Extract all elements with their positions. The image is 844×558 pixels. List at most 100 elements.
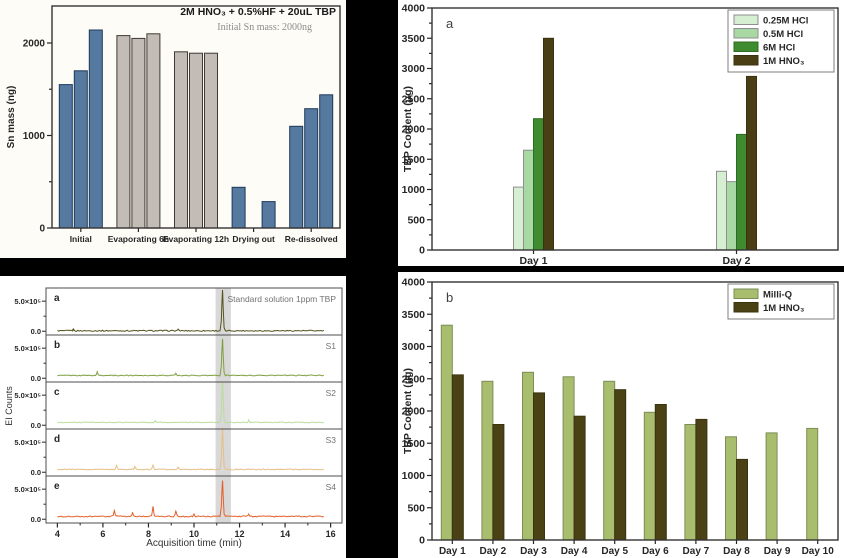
bar [543, 37, 554, 251]
bar [725, 436, 737, 541]
x-category-label: Day 5 [601, 546, 628, 557]
chromatogram-trace [57, 427, 324, 471]
panel-letter: b [446, 290, 453, 305]
bar [174, 51, 188, 229]
bar [716, 170, 727, 251]
bar [726, 181, 737, 251]
y-tick-label: 500 [407, 502, 425, 514]
chromatogram-trace [57, 338, 325, 377]
bar [116, 35, 131, 229]
bar [765, 432, 778, 541]
panel-tbp-days-chart: 0 500 1000 1500 2000 2500 3000 3500 4000 Day 1 Day… [398, 272, 844, 558]
y-tick-label: 1500 [402, 438, 426, 450]
chromatogram-trace [57, 480, 324, 518]
y-tick-label: 0.0 [31, 374, 41, 383]
x-category-label: Evaporating 12h [163, 234, 229, 244]
chromatogram-line-chart: 5.0×10⁵ 0.0 a Standard solution 1ppm TBP 5.0… [14, 287, 343, 539]
panel-letter: e [54, 481, 60, 492]
y-tick-label: 2500 [402, 373, 426, 385]
legend-label: 0.25M HCl [763, 16, 808, 27]
y-tick-label: 3500 [402, 33, 426, 45]
y-tick-label: 5.0×10⁵ [14, 391, 41, 400]
x-category-label: Initial [70, 234, 92, 244]
tbp-acid-bar-chart: 0 500 1000 1500 2000 2500 3000 3500 4000 Day 1 Day… [402, 3, 839, 266]
x-tick-label: 10 [189, 529, 199, 539]
x-category-label: Day 3 [520, 546, 547, 557]
x-tick-label: 16 [326, 529, 336, 539]
panel-sn-mass-chart: 0 1000 2000 Initial Evaporating 6h Evaporatin… [0, 0, 346, 258]
bar [189, 52, 203, 229]
y-tick-label: 0 [39, 224, 45, 235]
y-tick-label: 1000 [23, 131, 46, 142]
legend-swatch [733, 55, 759, 66]
x-tick-label: 12 [235, 529, 245, 539]
y-tick-label: 4000 [402, 277, 426, 289]
bar [451, 374, 464, 541]
bar [73, 70, 88, 229]
x-tick-label: 6 [100, 529, 105, 539]
x-axis-label: Acquisition time (min) [146, 538, 242, 549]
sample-label: Standard solution 1ppm TBP [227, 294, 336, 304]
bar [523, 149, 534, 251]
bar [643, 411, 656, 541]
y-tick-label: 0 [419, 535, 425, 547]
y-tick-label: 0.0 [31, 468, 41, 477]
panel-letter: a [446, 16, 454, 31]
legend-label: 0.5M HCl [763, 29, 803, 40]
x-category-label: Day 8 [723, 546, 750, 557]
y-tick-label: 4000 [402, 3, 426, 15]
y-tick-label: 1000 [402, 470, 426, 482]
bar [614, 389, 627, 541]
panel-chromatograms: 5.0×10⁵ 0.0 a Standard solution 1ppm TBP 5.0… [0, 276, 346, 558]
y-tick-label: 3000 [402, 341, 426, 353]
bar [603, 380, 616, 541]
legend-swatch [733, 14, 759, 25]
x-category-label: Day 2 [480, 546, 507, 557]
y-axis-label: TBP Content (μg) [402, 367, 414, 455]
bar [304, 108, 319, 229]
x-tick-label: 14 [280, 529, 290, 539]
bar [204, 52, 218, 229]
y-tick-label: 0.0 [31, 421, 41, 430]
y-tick-label: 1500 [402, 154, 426, 166]
legend-label: Milli-Q [763, 290, 792, 301]
bar [481, 380, 494, 541]
y-tick-label: 0.0 [31, 327, 41, 336]
bar [533, 392, 545, 541]
bar [562, 376, 575, 541]
y-tick-label: 2000 [402, 124, 426, 136]
bar [261, 201, 276, 229]
bar [289, 125, 304, 229]
y-tick-label: 0 [419, 245, 425, 257]
legend-swatch [733, 41, 759, 52]
sample-label: S4 [326, 482, 337, 492]
legend-label: 1M HNO₃ [763, 303, 804, 314]
x-category-label: Day 1 [439, 546, 466, 557]
bar [492, 424, 505, 541]
sample-label: S1 [326, 341, 337, 351]
bar [736, 458, 748, 541]
x-category-label: Re-dissolved [285, 234, 338, 244]
legend-label: 6M HCl [763, 43, 795, 54]
y-tick-label: 2500 [402, 93, 426, 105]
y-axis-label: TBP Content (μg) [402, 85, 414, 173]
chromatogram-trace [57, 381, 325, 424]
x-category-label: Day 7 [683, 546, 710, 557]
x-category-label: Day 9 [764, 546, 791, 557]
y-tick-label: 5.0×10⁵ [14, 485, 41, 494]
x-tick-label: 4 [55, 529, 60, 539]
y-tick-label: 0.0 [31, 515, 41, 524]
chart-subtitle: Initial Sn mass: 2000ng [217, 22, 312, 33]
y-tick-label: 3500 [402, 309, 426, 321]
bar [522, 371, 534, 541]
y-tick-label: 3000 [402, 63, 426, 75]
x-category-label: Day 4 [561, 546, 588, 557]
bar [131, 37, 146, 229]
bar [513, 186, 524, 251]
y-tick-label: 2000 [402, 406, 426, 418]
bar [806, 427, 819, 541]
bar [736, 133, 747, 251]
bar [146, 33, 161, 229]
bar [684, 424, 697, 541]
